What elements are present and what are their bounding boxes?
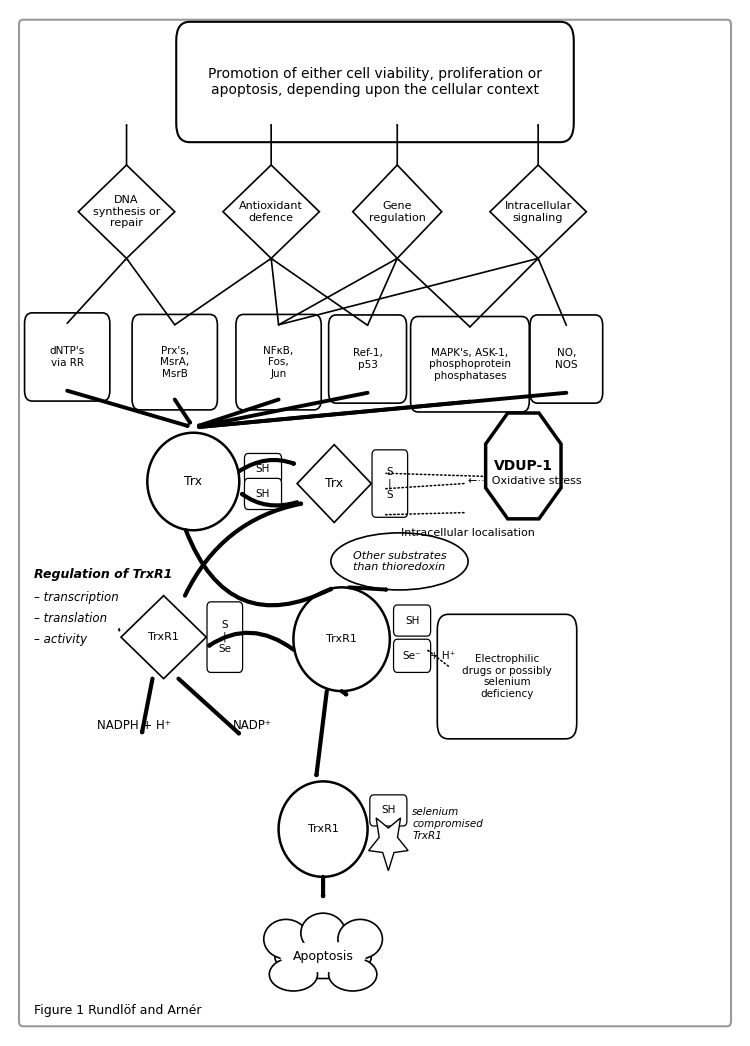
FancyBboxPatch shape (394, 639, 430, 673)
Text: Trx: Trx (184, 475, 202, 488)
Text: Intracellular
signaling: Intracellular signaling (505, 201, 572, 223)
Ellipse shape (328, 958, 376, 991)
Text: Electrophilic
drugs or possibly
selenium
deficiency: Electrophilic drugs or possibly selenium… (462, 654, 552, 699)
Ellipse shape (269, 958, 317, 991)
Text: ←··· Oxidative stress: ←··· Oxidative stress (468, 477, 581, 486)
Text: DNA
synthesis or
repair: DNA synthesis or repair (93, 196, 160, 228)
Text: + H⁺: + H⁺ (430, 651, 455, 661)
Ellipse shape (147, 433, 239, 530)
Ellipse shape (331, 532, 468, 590)
Text: S
|
Se: S | Se (218, 620, 231, 654)
Text: Ref-1,
p53: Ref-1, p53 (352, 348, 382, 370)
Text: selenium
compromised
TrxR1: selenium compromised TrxR1 (412, 808, 483, 841)
Polygon shape (368, 818, 408, 870)
Polygon shape (121, 595, 206, 679)
Polygon shape (297, 445, 371, 523)
Text: Gene
regulation: Gene regulation (369, 201, 426, 223)
Text: MAPK's, ASK-1,
phosphoprotein
phosphatases: MAPK's, ASK-1, phosphoprotein phosphatas… (429, 347, 511, 381)
Text: TrxR1: TrxR1 (326, 634, 357, 644)
Text: Other substrates
than thioredoxin: Other substrates than thioredoxin (352, 550, 446, 572)
Text: NADPH + H⁺: NADPH + H⁺ (97, 719, 171, 732)
Text: – transcription: – transcription (34, 591, 118, 605)
Text: NADP⁺: NADP⁺ (233, 719, 272, 732)
FancyBboxPatch shape (132, 315, 218, 410)
FancyBboxPatch shape (19, 20, 731, 1026)
Text: SH: SH (256, 488, 270, 499)
Text: TrxR1: TrxR1 (308, 824, 338, 834)
FancyBboxPatch shape (437, 614, 577, 738)
Text: NO,
NOS: NO, NOS (555, 348, 578, 370)
Text: S
|
S: S | S (386, 467, 393, 500)
Text: Antioxidant
defence: Antioxidant defence (239, 201, 303, 223)
Polygon shape (78, 165, 175, 258)
Ellipse shape (274, 935, 371, 979)
Text: SH: SH (256, 464, 270, 474)
Text: Se⁻: Se⁻ (403, 651, 422, 661)
Text: TrxR1: TrxR1 (148, 632, 179, 642)
Text: – activity: – activity (34, 633, 87, 645)
FancyBboxPatch shape (244, 454, 281, 484)
FancyBboxPatch shape (236, 315, 321, 410)
Polygon shape (490, 165, 586, 258)
Polygon shape (223, 165, 320, 258)
FancyBboxPatch shape (370, 795, 407, 826)
Ellipse shape (293, 588, 390, 691)
Text: Promotion of either cell viability, proliferation or
apoptosis, depending upon t: Promotion of either cell viability, prol… (208, 67, 542, 97)
Text: VDUP-1: VDUP-1 (494, 459, 553, 473)
Polygon shape (486, 413, 561, 519)
Polygon shape (352, 165, 442, 258)
FancyBboxPatch shape (244, 478, 281, 509)
FancyBboxPatch shape (410, 317, 530, 412)
Ellipse shape (280, 941, 366, 973)
FancyBboxPatch shape (530, 315, 603, 403)
Text: Apoptosis: Apoptosis (292, 950, 353, 963)
Text: NFκB,
Fos,
Jun: NFκB, Fos, Jun (263, 345, 294, 379)
Ellipse shape (338, 919, 382, 959)
Text: Prx's,
MsrA,
MsrB: Prx's, MsrA, MsrB (160, 345, 189, 379)
Text: dNTP's
via RR: dNTP's via RR (50, 346, 85, 368)
Text: Figure 1 Rundlöf and Arnér: Figure 1 Rundlöf and Arnér (34, 1004, 201, 1017)
Text: SH: SH (405, 615, 419, 626)
FancyBboxPatch shape (25, 313, 109, 401)
Ellipse shape (264, 919, 308, 959)
Text: Intracellular localisation: Intracellular localisation (401, 528, 535, 539)
Text: Regulation of TrxR1: Regulation of TrxR1 (34, 568, 172, 582)
FancyBboxPatch shape (328, 315, 406, 403)
FancyBboxPatch shape (207, 601, 242, 673)
FancyBboxPatch shape (394, 605, 430, 636)
FancyBboxPatch shape (372, 450, 408, 518)
FancyBboxPatch shape (176, 22, 574, 142)
Ellipse shape (301, 913, 345, 953)
Text: Trx: Trx (326, 477, 344, 491)
Ellipse shape (278, 781, 368, 877)
Text: – translation: – translation (34, 612, 107, 624)
Text: SH: SH (381, 805, 395, 816)
